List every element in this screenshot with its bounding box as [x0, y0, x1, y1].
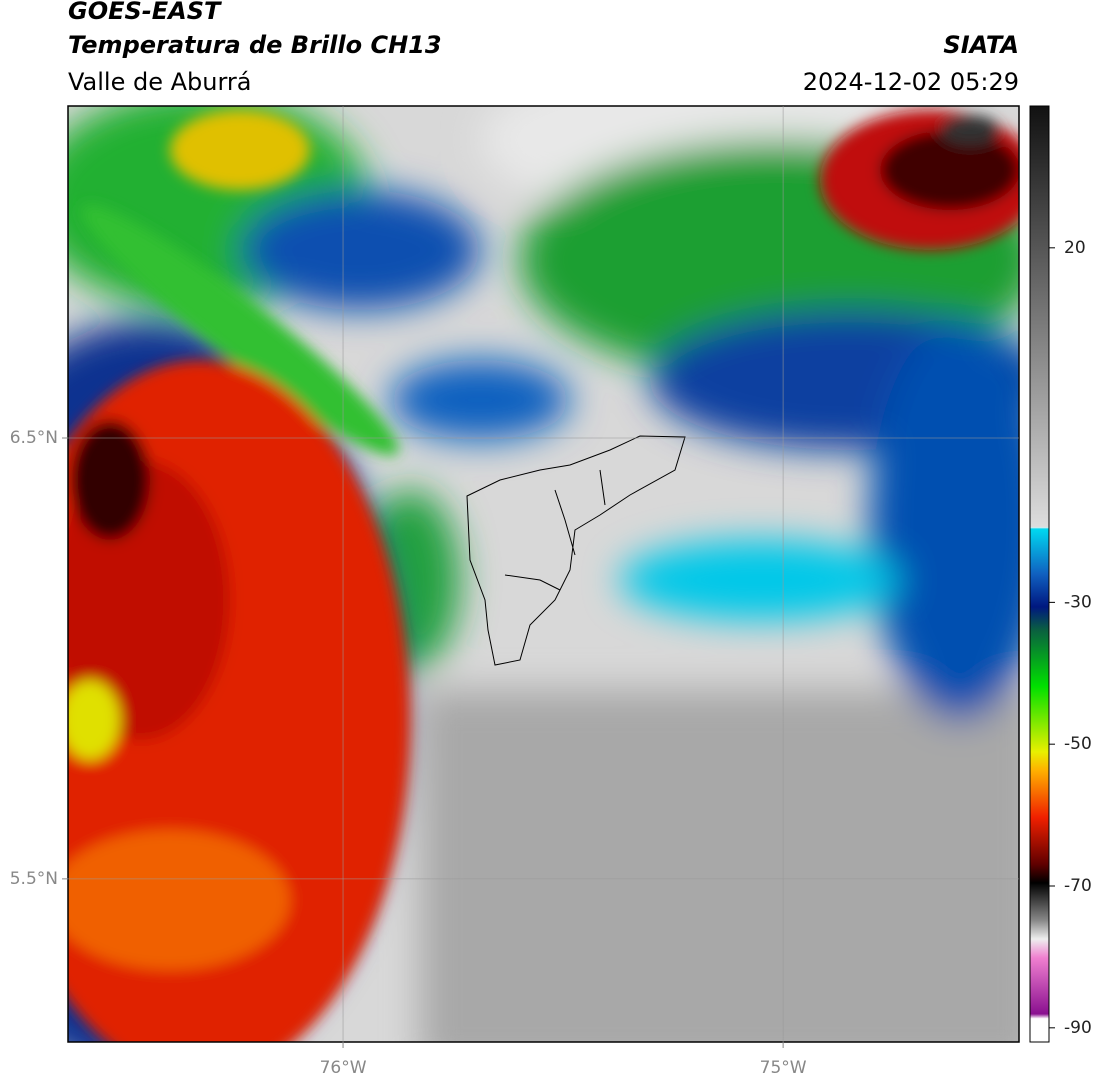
- map-frame: [67, 105, 1020, 1043]
- source: SIATA: [943, 31, 1019, 59]
- region: Valle de Aburrá: [68, 68, 252, 96]
- x-tick-label: 76°W: [320, 1058, 367, 1078]
- axes: 76°W 75°W 5.5°N 6.5°N 20 -30 -50 -70 -90: [10, 106, 1092, 1078]
- colorbar-tick-label: -50: [1064, 734, 1092, 754]
- y-tick-label: 6.5°N: [10, 428, 58, 448]
- colorbar-tick-label: -30: [1064, 592, 1092, 612]
- colorbar-tick-label: -90: [1064, 1018, 1092, 1038]
- satellite-image: [68, 106, 1019, 1042]
- colorbar: [1029, 105, 1050, 1043]
- x-tick-label: 75°W: [760, 1058, 807, 1078]
- valley-boundaries: [466, 435, 686, 666]
- subtitle: Temperatura de Brillo CH13: [68, 31, 442, 59]
- colorbar-tick-label: -70: [1064, 876, 1092, 896]
- title: GOES-EAST: [68, 0, 222, 25]
- colorbar-tick-label: 20: [1064, 238, 1086, 258]
- y-tick-label: 5.5°N: [10, 869, 58, 889]
- timestamp: 2024-12-02 05:29: [803, 68, 1019, 96]
